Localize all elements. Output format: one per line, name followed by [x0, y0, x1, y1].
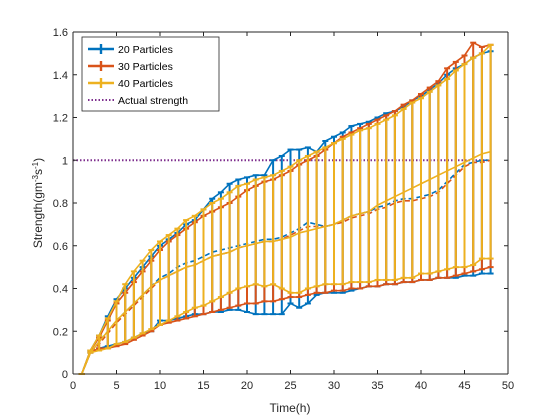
x-tick-label-4: 20	[241, 380, 253, 392]
x-tick-label-10: 50	[502, 380, 514, 392]
y-tick-label-8: 1.6	[53, 27, 68, 39]
series-2-upper-line	[80, 44, 492, 375]
x-tick-label-0: 0	[70, 380, 76, 392]
y-axis-label: Strength(gm-3s-1)	[31, 158, 46, 248]
series-1-upper-line	[80, 41, 491, 375]
x-tick-label-9: 45	[458, 380, 470, 392]
legend: 20 Particles 30 Particles 40 Particles A…	[81, 36, 220, 112]
y-tick-label-6: 1.2	[53, 113, 68, 125]
x-tick-label-6: 30	[328, 380, 340, 392]
legend-entry-actual-strength: Actual strength	[88, 95, 188, 107]
y-label-base: Strength(gm	[31, 182, 45, 248]
x-tick-label-2: 10	[154, 380, 166, 392]
y-label-sup1: -3	[31, 174, 40, 182]
ticks-layer: 0 5 10 15 20 25 30 35 40 45 50 0 0.2 0.4 0.6 0.8 1 1.2 1.4…	[53, 27, 514, 392]
y-label-mid: s	[31, 169, 45, 175]
series-1-mean-line	[80, 159, 491, 375]
y-tick-label-7: 1.4	[53, 70, 68, 82]
legend-label-40-particles: 40 Particles	[118, 78, 173, 90]
series-2	[78, 43, 494, 375]
legend-entry-40-particles: 40 Particles	[88, 78, 173, 90]
legend-entry-20-particles: 20 Particles	[88, 44, 173, 56]
y-tick-label-4: 0.8	[53, 198, 68, 210]
legend-label-20-particles: 20 Particles	[118, 44, 173, 56]
legend-label-actual-strength: Actual strength	[118, 95, 188, 107]
legend-entry-30-particles: 30 Particles	[88, 61, 173, 73]
y-label-end: )	[31, 158, 45, 162]
y-tick-label-5: 1	[62, 155, 68, 167]
x-axis-label: Time(h)	[270, 401, 311, 415]
series-2-mean-line	[80, 150, 491, 375]
y-tick-label-0: 0	[62, 369, 68, 381]
x-tick-label-8: 40	[415, 380, 427, 392]
x-tick-label-3: 15	[197, 380, 209, 392]
data-layer	[73, 41, 494, 375]
y-tick-label-3: 0.6	[53, 241, 68, 253]
x-tick-label-7: 35	[371, 380, 383, 392]
y-tick-label-1: 0.2	[53, 326, 68, 338]
y-tick-label-2: 0.4	[53, 284, 68, 296]
series-0-upper-line	[80, 50, 491, 375]
series-0-mean-line	[80, 159, 491, 375]
x-tick-label-5: 25	[284, 380, 296, 392]
y-label-sup2: -1	[31, 161, 40, 169]
x-tick-label-1: 5	[113, 380, 119, 392]
legend-label-30-particles: 30 Particles	[118, 61, 173, 73]
